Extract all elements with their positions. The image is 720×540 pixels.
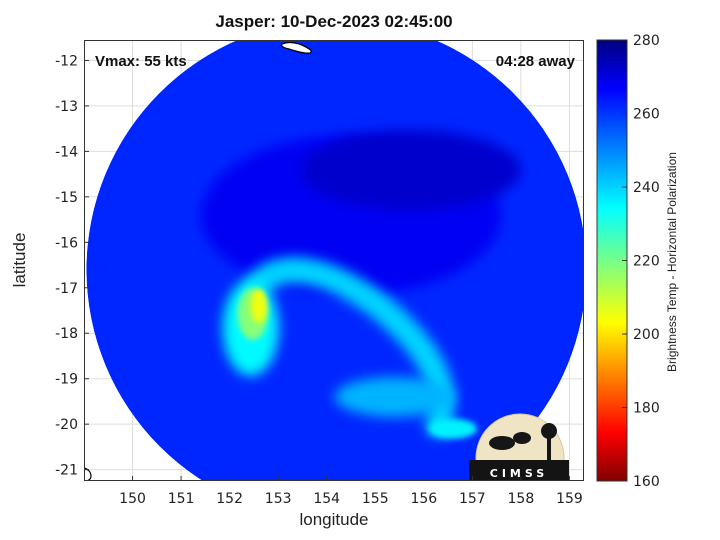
x-tick-label: 156 <box>410 491 437 507</box>
x-tick-label: 153 <box>265 491 292 507</box>
x-tick-label: 158 <box>508 491 535 507</box>
plot-border <box>84 40 584 481</box>
x-tick-labels: 150 151 152 153 154 155 156 157 158 159 <box>119 491 583 507</box>
y-tick-label: -13 <box>55 99 78 115</box>
colorbar-tick-label: 160 <box>633 474 660 490</box>
feature-western-convective-band <box>250 288 267 323</box>
y-tick-label: -19 <box>55 372 78 388</box>
y-tick-label: -16 <box>55 235 78 251</box>
plot-area: CIMSS <box>84 40 584 481</box>
x-axis-label: longitude <box>299 510 369 529</box>
brightness-temp-swath <box>86 40 584 481</box>
colorbar-label: Brightness Temp - Horizontal Polarizatio… <box>665 152 679 372</box>
x-tick-label: 151 <box>168 491 195 507</box>
vmax-label: Vmax: 55 kts <box>95 53 187 70</box>
colorbar-tick-label: 200 <box>633 327 660 343</box>
y-tick-label: -18 <box>55 326 78 342</box>
feature-northern-cold-shield <box>300 130 521 211</box>
x-tick-label: 155 <box>362 491 389 507</box>
y-axis-label: latitude <box>10 232 29 288</box>
logo-dish-left <box>489 436 515 450</box>
logo-text: CIMSS <box>490 467 548 480</box>
y-tick-label: -20 <box>55 417 78 433</box>
y-tick-label: -17 <box>55 281 78 297</box>
y-tick-label: -12 <box>55 53 78 69</box>
island-coastline <box>280 41 312 54</box>
colorbar-tick-label: 220 <box>633 254 660 270</box>
y-tick-label: -21 <box>55 463 78 479</box>
logo-tower-tank <box>541 423 557 439</box>
colorbar-tick-label: 180 <box>633 401 660 417</box>
colorbar-ticks: 280 260 240 220 200 180 160 <box>622 33 660 490</box>
x-tick-label: 157 <box>459 491 486 507</box>
y-tick-labels: -12 -13 -14 -15 -16 -17 -18 -19 -20 -21 <box>55 53 78 478</box>
colorbar-tick-label: 240 <box>633 180 660 196</box>
colorbar-tick-label: 280 <box>633 33 660 49</box>
feature-southeast-band <box>428 418 477 439</box>
colorbar-tick-label: 260 <box>633 107 660 123</box>
feature-southern-rainband <box>334 376 455 417</box>
cimss-logo: CIMSS <box>469 413 569 481</box>
logo-tower-leg <box>547 438 551 462</box>
x-tick-label: 154 <box>313 491 340 507</box>
y-tick-label: -14 <box>55 144 78 160</box>
x-tick-label: 152 <box>216 491 243 507</box>
y-tick-label: -15 <box>55 190 78 206</box>
time-away-label: 04:28 away <box>495 53 575 70</box>
logo-band <box>469 460 569 481</box>
logo-dish-right <box>513 432 531 444</box>
x-tick-label: 159 <box>556 491 583 507</box>
chart-title: Jasper: 10-Dec-2023 02:45:00 <box>215 12 453 31</box>
x-tick-label: 150 <box>119 491 146 507</box>
